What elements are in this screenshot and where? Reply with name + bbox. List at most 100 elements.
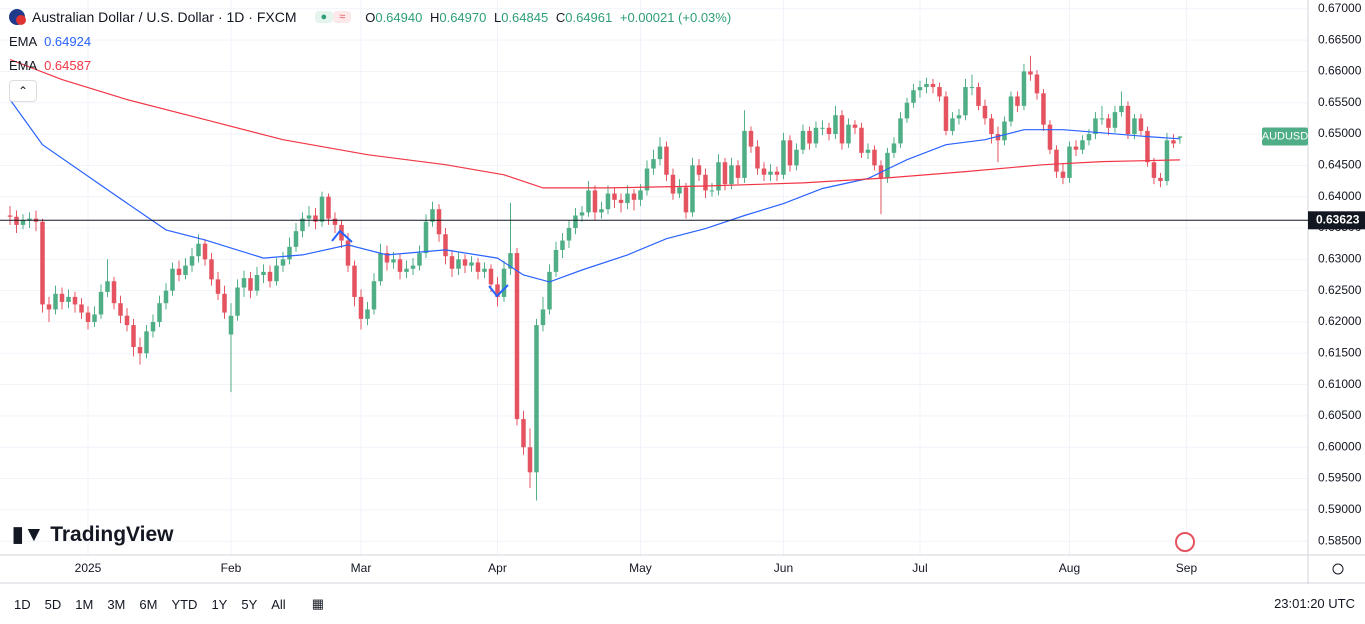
candle-body — [605, 193, 611, 210]
candle-body — [891, 143, 897, 153]
candle-body — [488, 268, 494, 285]
candle-body — [963, 87, 968, 116]
flag-icon — [9, 9, 26, 25]
candle-body — [92, 314, 97, 322]
candle-body — [241, 278, 247, 288]
candle-body — [196, 243, 201, 257]
candle-body — [293, 231, 299, 247]
candle-body — [1177, 136, 1183, 138]
candle-body — [969, 87, 975, 89]
candle-body — [1093, 118, 1098, 135]
x-tick-label: Jun — [774, 561, 793, 575]
range-button[interactable]: 6M — [139, 596, 158, 612]
range-button[interactable]: 1Y — [211, 596, 228, 612]
candle-body — [332, 218, 338, 225]
ohlc-value: 0.64961 — [565, 9, 613, 25]
y-tick-label: 0.60500 — [1318, 408, 1362, 422]
candle-body — [729, 165, 734, 185]
candle-body — [677, 187, 682, 194]
candle-body — [46, 304, 52, 310]
range-button[interactable]: YTD — [171, 596, 198, 612]
candle-body — [833, 115, 838, 135]
calendar-button[interactable]: ▦ — [311, 596, 324, 611]
candle-body — [1060, 171, 1066, 178]
y-tick-label: 0.61500 — [1318, 345, 1362, 359]
candle-body — [813, 127, 819, 144]
candle-body — [904, 102, 910, 119]
candle-body — [345, 240, 351, 266]
candle-body — [176, 268, 182, 275]
candle-body — [1067, 146, 1072, 178]
candle-body — [657, 146, 663, 160]
candle-body — [59, 293, 65, 302]
candle-body — [1034, 74, 1040, 94]
y-tick-label: 0.67000 — [1318, 1, 1362, 15]
ohlc-key: L — [493, 9, 502, 25]
candle-body — [358, 296, 364, 319]
y-tick-label: 0.59500 — [1318, 471, 1362, 485]
status-badge[interactable]: ≈ — [333, 11, 352, 23]
candle-body — [1158, 177, 1163, 182]
candle-body — [508, 253, 513, 269]
range-button[interactable]: 1D — [14, 596, 31, 612]
candle-body — [696, 165, 702, 175]
ema-value: 0.64924 — [44, 34, 92, 49]
range-button[interactable]: 1M — [75, 596, 94, 612]
candle-body — [1099, 118, 1105, 120]
ema-legend[interactable]: EMA 0.64587 — [9, 58, 91, 73]
y-tick-label: 0.64500 — [1318, 158, 1362, 172]
header: Australian Dollar / U.S. Dollar · 1D · F… — [8, 8, 731, 26]
candle-body — [53, 293, 58, 310]
symbol-title[interactable]: Australian Dollar / U.S. Dollar · 1D · F… — [32, 9, 297, 25]
candle-body — [573, 215, 578, 229]
candle-body — [1002, 121, 1007, 141]
x-tick-label: Feb — [221, 561, 242, 575]
y-tick-label: 0.64000 — [1318, 189, 1362, 203]
candle-body — [352, 265, 357, 297]
candle-body — [378, 253, 383, 282]
y-tick-label: 0.65000 — [1318, 126, 1362, 140]
candle-body — [683, 187, 689, 213]
range-button[interactable]: 5Y — [241, 596, 258, 612]
candle-body — [280, 259, 286, 266]
x-tick-label: 2025 — [75, 561, 102, 575]
candle-body — [248, 278, 253, 291]
price-badge-label: 0.63623 — [1316, 212, 1360, 226]
ohlc-values: O0.64940 H0.64970 L0.64845 C0.64961 +0.0… — [365, 10, 731, 25]
range-button[interactable]: All — [271, 596, 286, 612]
x-tick-label: Mar — [351, 561, 372, 575]
collapse-button[interactable]: ⌃ — [9, 80, 37, 102]
ohlc-value: 0.64970 — [439, 9, 487, 25]
x-tick-label: Sep — [1176, 561, 1198, 575]
ohlc-key: C — [555, 9, 566, 25]
candle-body — [66, 296, 71, 302]
candle-body — [371, 281, 377, 310]
range-button[interactable]: 5D — [44, 596, 62, 612]
candle-body — [1028, 71, 1033, 75]
candle-body — [586, 190, 591, 213]
candle-body — [124, 315, 130, 326]
y-tick-label: 0.66000 — [1318, 64, 1362, 78]
range-button[interactable]: 3M — [107, 596, 126, 612]
candle-body — [469, 262, 474, 266]
candle-body — [943, 96, 949, 131]
candle-body — [313, 215, 318, 222]
status-badge[interactable]: ● — [314, 11, 334, 23]
candle-body — [1151, 162, 1157, 178]
chart: 0.58500 0.59000 0.59500 0.60000 0.60500 0.610… — [0, 0, 1365, 584]
symbol-badge-label: AUDUSD — [1262, 130, 1309, 142]
candle-body — [404, 268, 409, 272]
candle-body — [592, 190, 598, 213]
candle-body — [397, 259, 403, 272]
candle-body — [430, 209, 435, 222]
candle-body — [105, 281, 110, 292]
ema-legend[interactable]: EMA 0.64924 — [9, 34, 91, 49]
candle-body — [274, 265, 279, 282]
event-icon — [1175, 532, 1195, 552]
candle-body — [540, 309, 546, 326]
clock: 23:01:20 UTC — [1274, 596, 1355, 611]
candle-body — [144, 331, 149, 354]
y-tick-label: 0.62500 — [1318, 283, 1362, 297]
candle-body — [579, 212, 585, 216]
